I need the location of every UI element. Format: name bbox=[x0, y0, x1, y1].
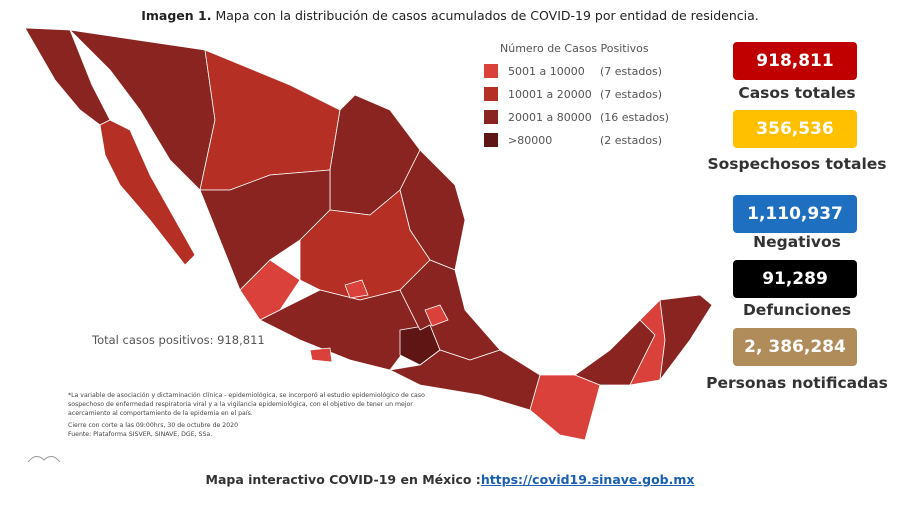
state-region bbox=[389, 349, 541, 411]
note: *La variable de asociación y dictaminaci… bbox=[68, 392, 425, 417]
legend-range: 5001 a 10000 bbox=[508, 64, 585, 78]
legend-swatch bbox=[484, 87, 498, 101]
state-region bbox=[239, 259, 301, 321]
legend-count: (7 estados) bbox=[600, 64, 663, 78]
legend-count: (16 estados) bbox=[600, 110, 670, 124]
legend-range: 20001 a 80000 bbox=[508, 110, 592, 124]
state-region bbox=[424, 304, 449, 327]
legend-count: (2 estados) bbox=[600, 133, 663, 147]
legend-swatch bbox=[484, 64, 498, 78]
stat-label: Negativos bbox=[753, 233, 841, 251]
legend-item: 20001 a 80000 (16 estados) bbox=[484, 110, 669, 124]
legend-item: >80000 (2 estados) bbox=[484, 133, 662, 147]
stat-label: Defunciones bbox=[742, 301, 852, 319]
caption-text: Mapa con la distribución de casos acumul… bbox=[215, 8, 759, 23]
stat-label: Casos totales bbox=[738, 84, 856, 102]
state-region bbox=[99, 119, 196, 266]
stat-value: 918,811 bbox=[733, 42, 857, 80]
caption: Imagen 1. Mapa con la distribución de ca… bbox=[0, 8, 900, 23]
legend-range: >80000 bbox=[508, 133, 553, 147]
note: Fuente: Plataforma SISVER, SINAVE, DGE, … bbox=[68, 431, 213, 439]
stat-value: 91,289 bbox=[733, 260, 857, 298]
legend-item: 10001 a 20000 (7 estados) bbox=[484, 87, 662, 101]
footer-link[interactable]: https://covid19.sinave.gob.mx bbox=[480, 472, 695, 487]
stat-label: Personas notificadas bbox=[706, 374, 888, 392]
footer-text: Mapa interactivo COVID-19 en México : bbox=[205, 472, 481, 487]
logo-line bbox=[27, 456, 61, 463]
stat-value: 356,536 bbox=[733, 110, 857, 148]
state-region bbox=[344, 279, 369, 299]
legend-swatch bbox=[484, 133, 498, 147]
stat-value: 2, 386,284 bbox=[733, 328, 857, 366]
notes: *La variable de asociación y dictaminaci… bbox=[68, 392, 428, 440]
legend-title: Número de Casos Positivos bbox=[500, 42, 649, 55]
legend-swatch bbox=[484, 110, 498, 124]
legend-range: 10001 a 20000 bbox=[508, 87, 592, 101]
state-region bbox=[309, 347, 333, 363]
stat-value: 1,110,937 bbox=[733, 195, 857, 233]
footer: Mapa interactivo COVID-19 en México :htt… bbox=[0, 472, 900, 487]
state-region bbox=[529, 374, 601, 441]
caption-label: Imagen 1. bbox=[141, 8, 212, 23]
total-label: Total casos positivos: 918,811 bbox=[92, 333, 265, 347]
note: Cierre con corte a las 09:00hrs, 30 de o… bbox=[68, 422, 239, 430]
state-region bbox=[659, 294, 713, 381]
stat-label: Sospechosos totales bbox=[707, 155, 887, 173]
legend-item: 5001 a 10000 (7 estados) bbox=[484, 64, 662, 78]
legend-count: (7 estados) bbox=[600, 87, 663, 101]
state-region bbox=[199, 49, 341, 191]
